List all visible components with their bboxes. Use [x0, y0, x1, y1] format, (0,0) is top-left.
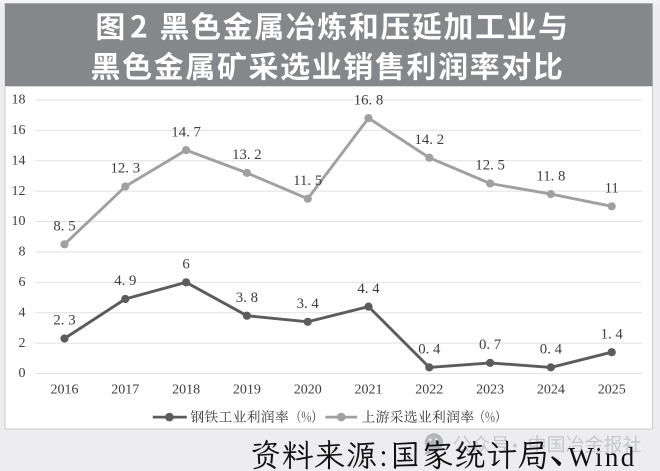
svg-text:12. 5: 12. 5: [475, 158, 505, 174]
svg-text:2024: 2024: [537, 383, 565, 398]
svg-text:1. 4: 1. 4: [601, 326, 624, 342]
svg-text:2: 2: [19, 336, 26, 351]
svg-text:4: 4: [19, 305, 26, 320]
svg-text:13. 2: 13. 2: [232, 147, 262, 163]
svg-text:2019: 2019: [233, 383, 261, 398]
svg-text:2025: 2025: [598, 383, 626, 398]
svg-text:Wind: Wind: [568, 442, 637, 471]
svg-text:11. 8: 11. 8: [536, 168, 565, 184]
svg-text:2020: 2020: [294, 383, 322, 398]
svg-text:3. 8: 3. 8: [236, 290, 258, 306]
svg-text:0. 7: 0. 7: [479, 337, 501, 353]
svg-text:18: 18: [12, 93, 26, 108]
svg-text:2018: 2018: [172, 383, 200, 398]
svg-text:3. 4: 3. 4: [297, 296, 320, 312]
svg-text:12. 3: 12. 3: [111, 161, 141, 177]
svg-text:2016: 2016: [51, 383, 79, 398]
svg-text:6: 6: [182, 257, 189, 273]
svg-text:14. 7: 14. 7: [171, 124, 201, 140]
svg-text:2023: 2023: [476, 383, 504, 398]
svg-text:8: 8: [19, 245, 26, 260]
svg-text:11: 11: [605, 181, 619, 197]
svg-text:8. 5: 8. 5: [53, 219, 75, 235]
svg-text:4. 4: 4. 4: [357, 281, 380, 297]
svg-text:16. 8: 16. 8: [354, 92, 384, 108]
svg-text:2022: 2022: [415, 383, 443, 398]
svg-text:4. 9: 4. 9: [114, 273, 136, 289]
svg-text:14: 14: [12, 153, 26, 168]
svg-text:16: 16: [12, 123, 26, 138]
svg-text:10: 10: [12, 214, 26, 229]
svg-text:14. 2: 14. 2: [415, 132, 445, 148]
svg-text:2021: 2021: [355, 383, 383, 398]
svg-text:2. 3: 2. 3: [53, 313, 75, 329]
svg-text:6: 6: [19, 275, 26, 290]
svg-text:11. 5: 11. 5: [293, 173, 322, 189]
svg-text:0. 4: 0. 4: [540, 342, 563, 358]
svg-text:2017: 2017: [111, 383, 139, 398]
svg-text:0. 4: 0. 4: [418, 342, 441, 358]
svg-text:12: 12: [12, 184, 26, 199]
svg-text:0: 0: [19, 366, 26, 381]
